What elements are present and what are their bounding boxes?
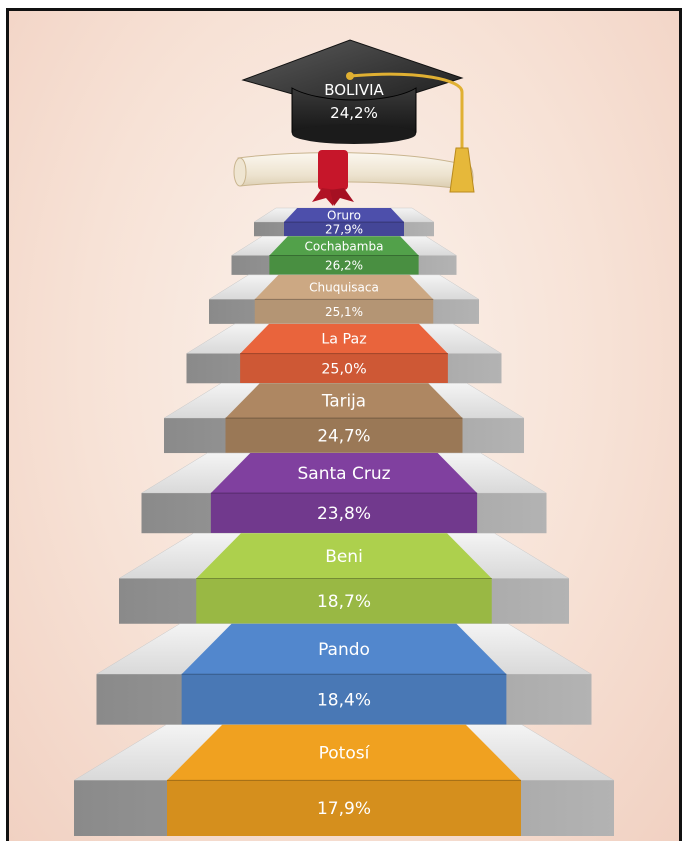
step-6: La Paz 25,0% xyxy=(187,324,502,383)
national-value: 24,2% xyxy=(330,104,378,122)
category-label-5: Tarija xyxy=(321,391,366,411)
value-label-2: 18,4% xyxy=(317,690,371,710)
value-label-8: 26,2% xyxy=(325,259,363,273)
step-4: Santa Cruz 23,8% xyxy=(142,453,547,533)
category-label-1: Potosí xyxy=(319,744,371,764)
category-label-2: Pando xyxy=(318,640,370,660)
value-label-6: 25,0% xyxy=(321,361,366,377)
value-label-9: 27,9% xyxy=(325,223,363,237)
category-label-9: Oruro xyxy=(327,209,361,223)
step-3: Beni 18,7% xyxy=(119,533,569,624)
diploma-scroll xyxy=(234,150,473,206)
category-label-6: La Paz xyxy=(321,332,366,348)
step-8: Cochabamba 26,2% xyxy=(232,236,457,275)
national-label: BOLIVIA xyxy=(324,81,384,99)
cap-tassel xyxy=(450,148,474,192)
step-7: Chuquisaca 25,1% xyxy=(209,275,479,324)
scroll-ribbon xyxy=(318,150,348,190)
step-2: Pando 18,4% xyxy=(97,624,592,725)
step-1: Potosí 17,9% xyxy=(74,725,614,836)
category-label-4: Santa Cruz xyxy=(297,464,390,484)
category-label-3: Beni xyxy=(325,547,363,567)
step-5: Tarija 24,7% xyxy=(164,383,524,453)
value-label-7: 25,1% xyxy=(325,305,363,319)
category-label-7: Chuquisaca xyxy=(309,281,379,295)
value-label-1: 17,9% xyxy=(317,799,371,819)
value-label-3: 18,7% xyxy=(317,592,371,612)
category-label-8: Cochabamba xyxy=(305,239,384,253)
value-label-4: 23,8% xyxy=(317,504,371,524)
value-label-5: 24,7% xyxy=(317,426,370,446)
